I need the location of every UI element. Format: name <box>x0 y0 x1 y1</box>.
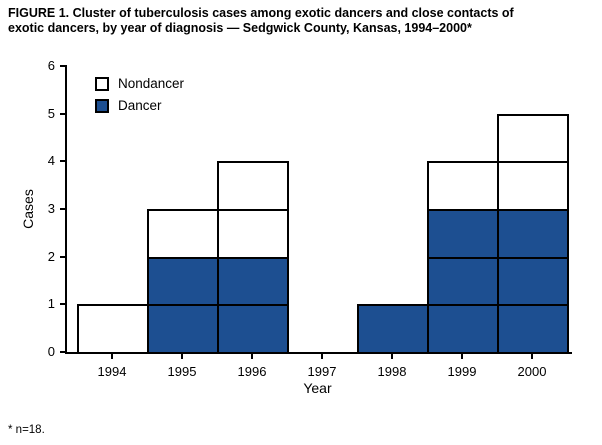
legend-swatch-dancer <box>95 98 109 113</box>
x-tick-label: 1994 <box>97 364 127 379</box>
y-tick-label: 1 <box>47 296 55 312</box>
case-box-nondancer <box>217 209 289 259</box>
figure-title-line1: FIGURE 1. Cluster of tuberculosis cases … <box>8 6 514 20</box>
x-tick-mark <box>111 354 113 359</box>
x-tick-label: 1996 <box>237 364 267 379</box>
y-tick-label: 6 <box>47 58 55 73</box>
footnote: * n=18. <box>8 424 45 436</box>
legend-label: Nondancer <box>118 76 185 91</box>
y-tick-label: 0 <box>47 344 55 359</box>
legend-swatch-nondancer <box>95 76 109 91</box>
case-box-dancer <box>217 304 289 354</box>
x-tick-label: 1998 <box>377 364 407 379</box>
y-tick-label: 2 <box>47 248 55 264</box>
case-box-dancer <box>147 256 219 307</box>
y-tick-mark <box>60 303 67 306</box>
case-box-dancer <box>497 256 569 307</box>
x-tick-label: 1999 <box>447 364 477 379</box>
case-box-dancer <box>427 209 499 259</box>
case-box-dancer <box>357 304 429 354</box>
legend-item-dancer: Dancer <box>95 98 184 113</box>
case-box-nondancer <box>217 161 289 211</box>
x-tick-mark <box>181 354 183 359</box>
case-box-nondancer <box>497 161 569 211</box>
figure-title-line2: exotic dancers, by year of diagnosis — S… <box>8 20 472 35</box>
case-box-dancer <box>497 209 569 259</box>
y-tick-mark <box>60 160 67 163</box>
plot-area: Nondancer Dancer 0 1 2 3 4 5 6 1994 1995 1996 1997 1… <box>48 58 572 379</box>
x-tick-mark <box>391 354 393 359</box>
y-tick-mark <box>60 351 67 353</box>
legend-label: Dancer <box>118 98 162 113</box>
case-box-dancer <box>427 304 499 354</box>
case-box-nondancer <box>427 161 499 211</box>
case-box-nondancer <box>497 113 569 164</box>
y-tick-label: 4 <box>47 153 55 169</box>
y-tick-label: 5 <box>47 105 55 121</box>
y-tick-mark <box>60 255 67 258</box>
x-tick-mark <box>531 354 533 359</box>
x-tick-label: 1995 <box>167 364 197 379</box>
legend: Nondancer Dancer <box>95 76 184 120</box>
case-box-nondancer <box>77 304 149 354</box>
x-axis-label: Year <box>303 380 332 396</box>
figure-title: FIGURE 1. Cluster of tuberculosis cases … <box>8 6 596 36</box>
case-box-dancer <box>217 256 289 307</box>
case-box-nondancer <box>147 209 219 259</box>
y-tick-mark <box>60 208 67 210</box>
x-tick-mark <box>461 354 463 359</box>
legend-item-nondancer: Nondancer <box>95 76 184 91</box>
x-tick-mark <box>321 354 323 359</box>
y-tick-label: 3 <box>47 201 55 216</box>
case-box-dancer <box>427 256 499 307</box>
x-tick-mark <box>251 354 253 359</box>
y-tick-mark <box>60 112 67 115</box>
case-box-dancer <box>497 304 569 354</box>
x-tick-label: 2000 <box>517 364 547 379</box>
y-tick-mark <box>60 65 67 67</box>
case-box-dancer <box>147 304 219 354</box>
x-tick-label: 1997 <box>307 364 337 379</box>
